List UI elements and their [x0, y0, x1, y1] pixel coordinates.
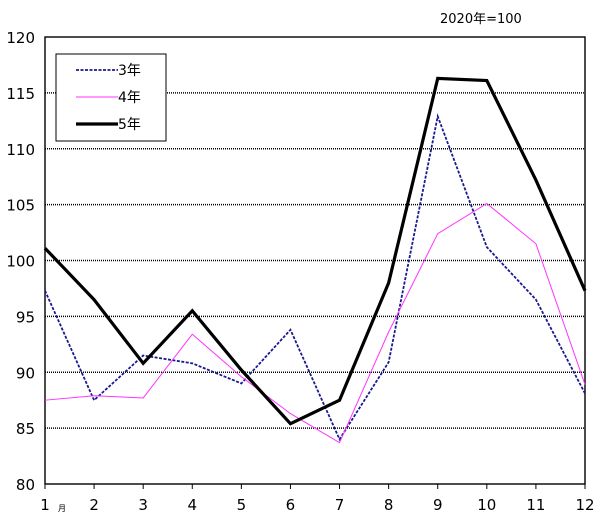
x-tick-label-2: 2	[89, 496, 99, 514]
series-line-2	[44, 202, 586, 444]
y-tick-label-100: 100	[6, 253, 35, 271]
x-tick-label-3: 3	[138, 496, 148, 514]
x-tick-label-7: 7	[335, 496, 345, 514]
legend-label-2: 4年	[118, 90, 141, 106]
series-line-1	[44, 113, 586, 442]
x-tick-label-9: 9	[433, 496, 443, 514]
x-tick-label-suffix: 月	[58, 504, 66, 513]
x-tick-label-11: 11	[526, 496, 545, 514]
y-tick-label-115: 115	[6, 85, 35, 103]
y-axis-labels: 80 85 90 95 100 105 110 115 120	[6, 29, 35, 494]
plot-frame	[44, 36, 586, 485]
x-axis-labels: 1 月 2 3 4 5 6 7 8 9 10 11 12	[40, 496, 594, 514]
y-tick-label-110: 110	[6, 141, 35, 159]
x-tick-label-6: 6	[286, 496, 296, 514]
x-tick-label-4: 4	[187, 496, 197, 514]
x-tick-label-5: 5	[237, 496, 247, 514]
y-tick-label-85: 85	[16, 420, 35, 438]
unit-note: 2020年=100	[440, 12, 522, 27]
x-tick-label-10: 10	[477, 496, 496, 514]
x-tick-label-8: 8	[384, 496, 394, 514]
y-tick-label-95: 95	[16, 308, 35, 326]
legend-label-3: 5年	[118, 117, 141, 133]
series-lines	[43, 76, 587, 444]
legend: 3年 4年 5年	[55, 53, 167, 142]
y-tick-label-80: 80	[16, 476, 35, 494]
y-tick-label-90: 90	[16, 364, 35, 382]
y-tick-label-120: 120	[6, 29, 35, 47]
x-tick-label-1: 1	[40, 496, 50, 514]
legend-label-1: 3年	[118, 63, 141, 79]
x-tick-label-12: 12	[575, 496, 594, 514]
series-line-3	[43, 76, 587, 426]
y-tick-label-105: 105	[6, 197, 35, 215]
